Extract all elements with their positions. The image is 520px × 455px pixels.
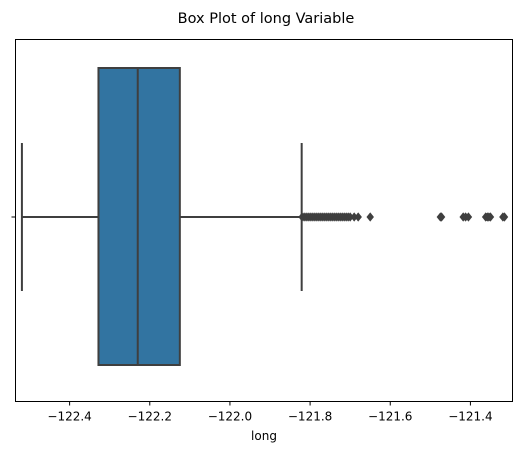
chart-title: Box Plot of long Variable bbox=[178, 11, 355, 27]
x-tick-label: −122.0 bbox=[208, 410, 252, 424]
x-tick-label: −122.4 bbox=[47, 410, 91, 424]
outlier-point bbox=[437, 212, 446, 222]
x-tick-label: −122.2 bbox=[128, 410, 172, 424]
x-tick-label: −121.8 bbox=[288, 410, 332, 424]
x-tick-label: −121.4 bbox=[448, 410, 492, 424]
x-axis-label: long bbox=[251, 429, 277, 443]
x-tick-label: −121.6 bbox=[368, 410, 412, 424]
outlier-point bbox=[464, 212, 473, 222]
outlier-point bbox=[366, 212, 374, 222]
outlier-point bbox=[486, 212, 495, 222]
plot-frame bbox=[15, 39, 513, 402]
outlier-point bbox=[354, 212, 362, 222]
outlier-point bbox=[500, 212, 509, 222]
iqr-box bbox=[97, 67, 181, 366]
